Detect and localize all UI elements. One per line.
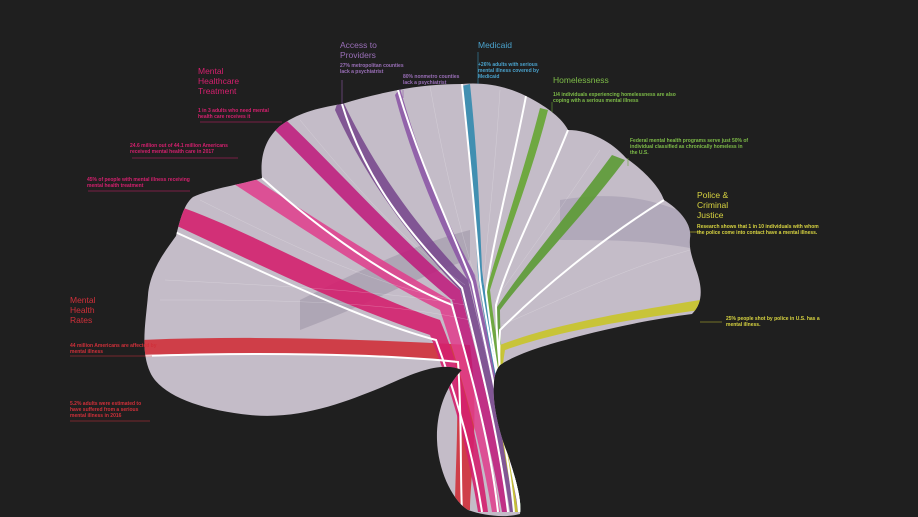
treatment-note-2: 24.6 million out of 44.1 million America… [130,143,228,155]
band-treatment-3 [270,105,508,512]
band-treatment-1 [175,205,488,512]
title-line: Criminal [697,200,729,210]
title-line: Mental [198,66,224,76]
access-note-2: 80% nonmetro counties lack a psychiatris… [403,74,460,86]
access-note-1: 27% metropolitan counties lack a psychia… [340,63,404,75]
treatment-note-3: 45% of people with mental illness receiv… [87,177,190,189]
police-title: Police & Criminal Justice [697,190,728,220]
title-line: Rates [70,315,93,325]
title-line: Mental [70,295,96,305]
band-medicaid [462,84,522,512]
title-line: Treatment [198,86,237,96]
band-access-2 [395,88,520,512]
mental-health-rates-note-2: 5.2% adults were estimated to have suffe… [70,401,142,419]
medicaid-title: Medicaid [478,40,512,50]
homelessness-title: Homelessness [553,75,609,85]
title-line: Police & [697,190,729,200]
mental-health-rates-title: Mental Health Rates [70,295,96,325]
title-line: Health [70,305,95,315]
police-note-2: 25% people shot by police in U.S. has a … [726,316,820,328]
title-line: Healthcare [198,76,240,86]
title-line: Providers [340,50,376,60]
homelessness-note-1: 1/4 individuals experiencing homelessnes… [553,92,676,104]
brain-bands [144,83,700,513]
medicaid-note-1: +26% adults with serious mental illness … [478,62,539,80]
homelessness-note-2: Federal mental health programs serve jus… [630,138,749,156]
access-title: Access to Providers [340,40,377,60]
shade-band [300,230,470,330]
title-line: Medicaid [478,40,513,50]
police-note-1: Research shows that 1 in 10 individuals … [697,224,819,236]
line-texture [159,85,691,326]
treatment-title: Mental Healthcare Treatment [198,66,239,96]
title-line: Justice [697,210,724,220]
mental-health-rates-note-1: 44 million Americans are affected by men… [70,343,157,355]
title-line: Homelessness [553,75,609,85]
band-homelessness-2 [495,155,625,512]
treatment-note-1: 1 in 3 adults who need mental health car… [198,108,269,120]
title-line: Access to [340,40,377,50]
leader-lines [70,52,722,422]
band-treatment-2 [220,155,500,512]
